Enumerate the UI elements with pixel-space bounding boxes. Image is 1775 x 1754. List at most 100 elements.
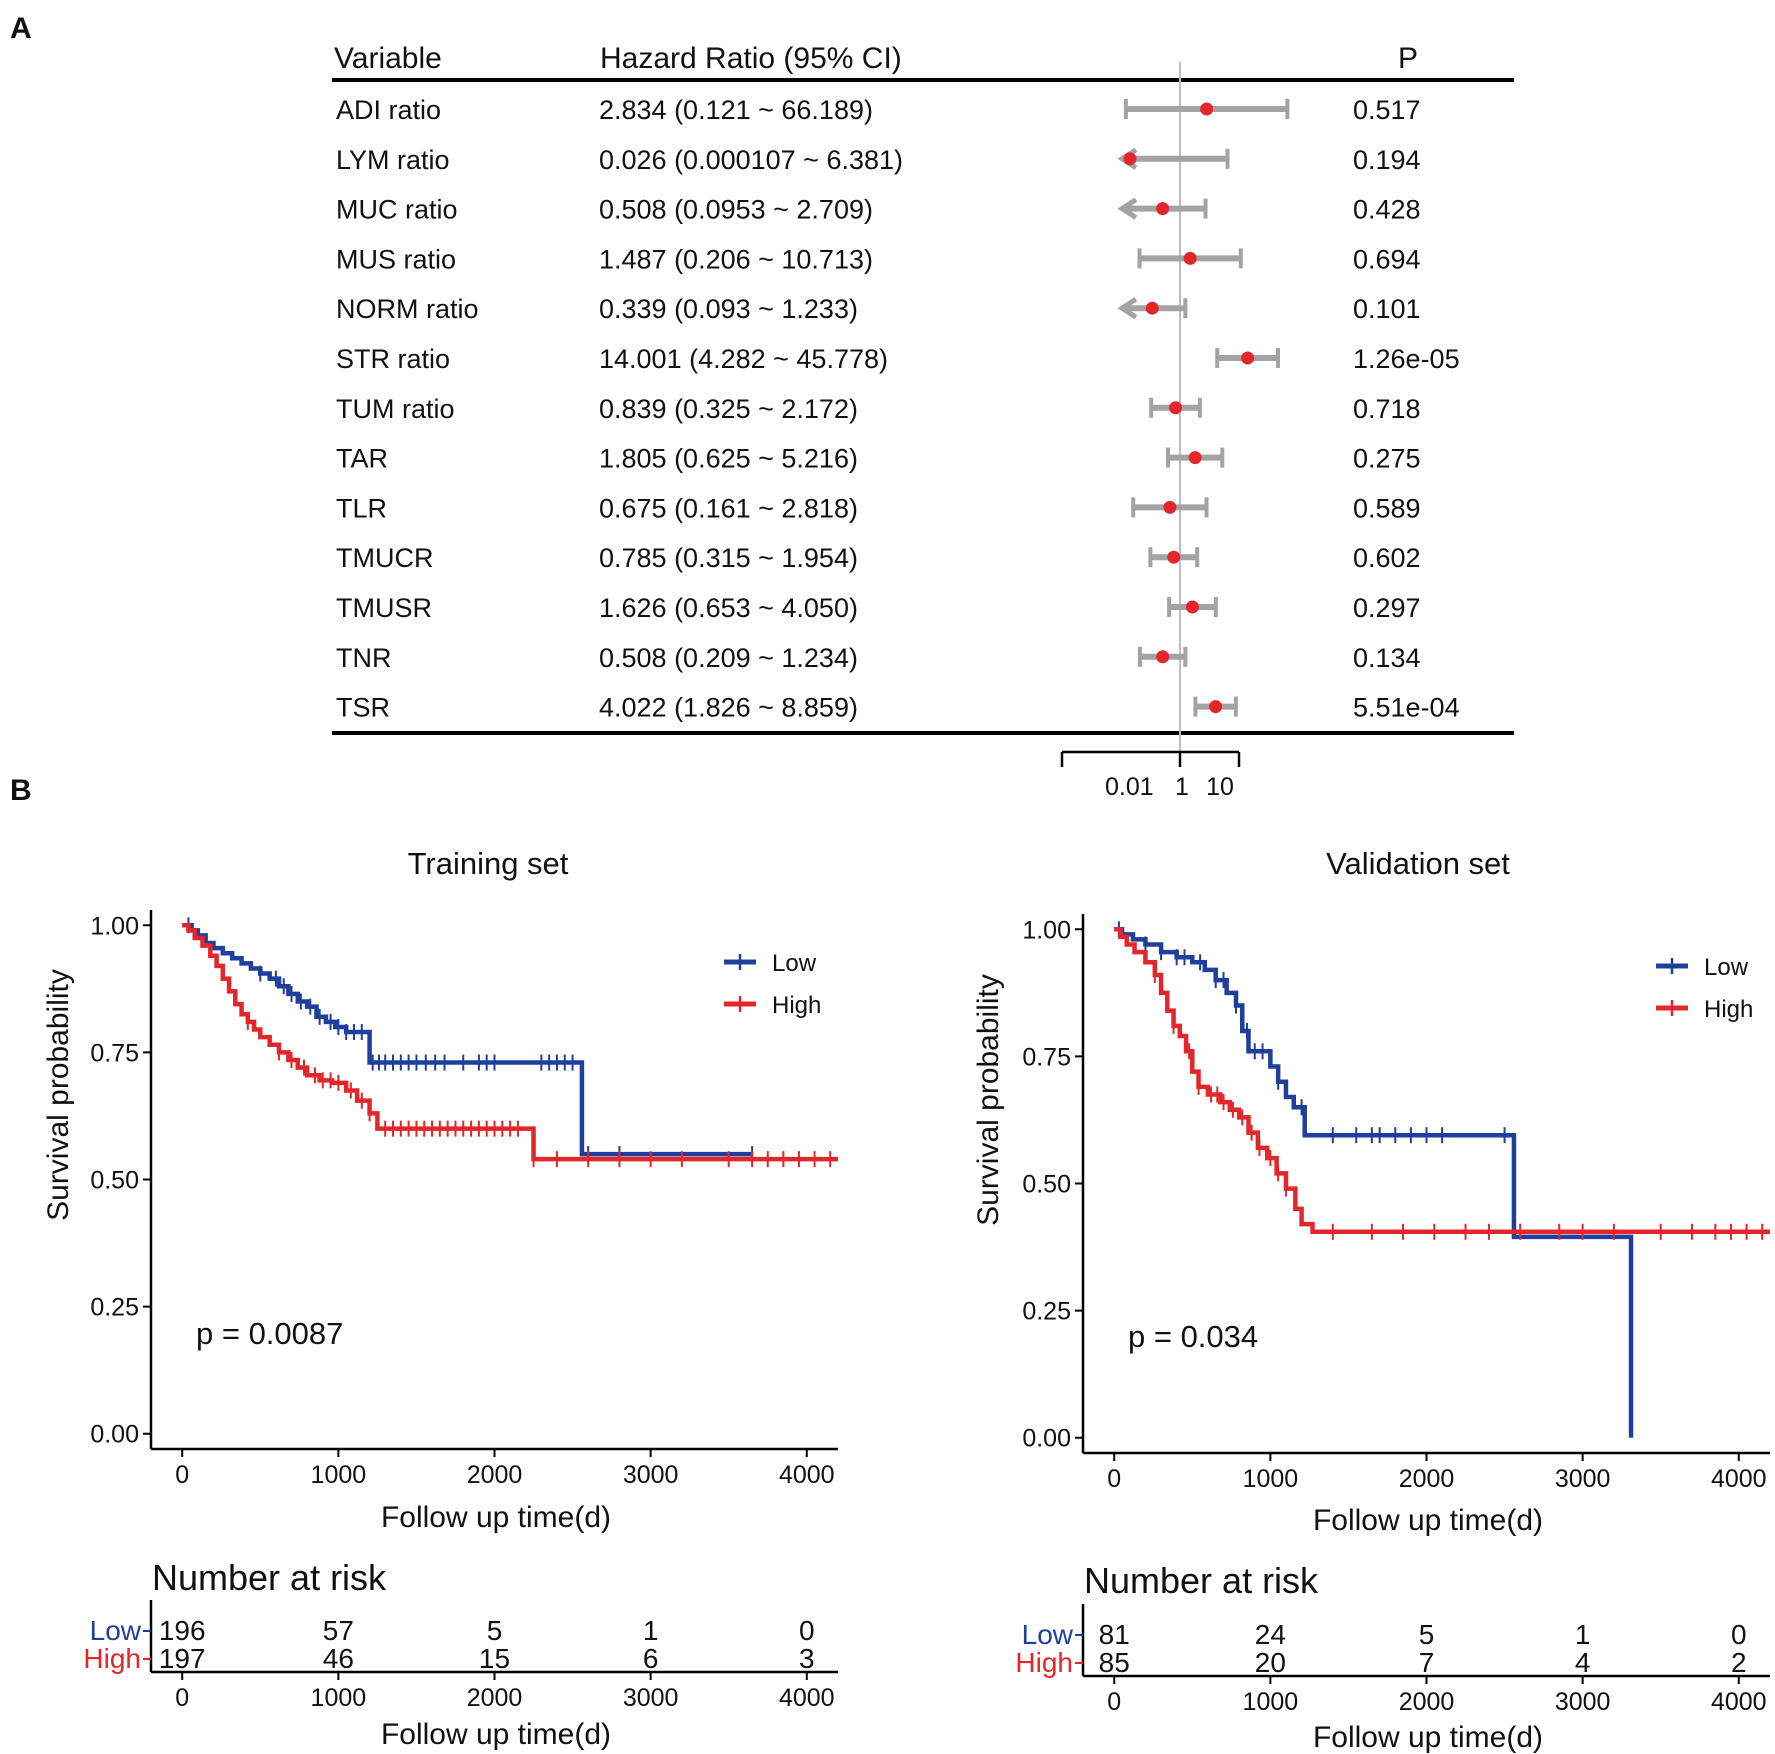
forest-row: STR ratio 14.001 (4.282 ~ 45.778) 1.26e-05 xyxy=(336,344,1460,374)
forest-point xyxy=(1145,301,1159,315)
km-training-pvalue: p = 0.0087 xyxy=(196,1316,343,1351)
forest-x-axis: 0.01 1 10 xyxy=(1060,750,1241,801)
km-curve-low xyxy=(182,923,753,1157)
forest-p-value: 0.517 xyxy=(1353,95,1421,125)
risk-x-tick-label: 0 xyxy=(175,1684,189,1712)
km-y-tick-label: 0.00 xyxy=(1022,1425,1071,1453)
forest-p-value: 0.275 xyxy=(1353,444,1421,474)
forest-hr-text: 0.785 (0.315 ~ 1.954) xyxy=(599,543,858,573)
risk-validation-xlabel: Follow up time(d) xyxy=(1313,1721,1543,1754)
km-validation-pvalue: p = 0.034 xyxy=(1128,1319,1258,1354)
forest-point xyxy=(1167,550,1181,564)
forest-row: LYM ratio 0.026 (0.000107 ~ 6.381) 0.194 xyxy=(336,145,1421,175)
forest-p-value: 0.602 xyxy=(1353,543,1421,573)
km-y-tick-label: 0.25 xyxy=(1022,1298,1071,1326)
km-x-tick-label: 4000 xyxy=(1711,1465,1767,1493)
forest-point xyxy=(1156,650,1170,664)
risk-count: 24 xyxy=(1255,1619,1286,1650)
forest-p-value: 0.694 xyxy=(1353,244,1421,274)
km-validation-plot: 0.00 0.25 0.50 0.75 1.00 0 1000 2000 3000 4000 xyxy=(1022,914,1770,1493)
risk-count: 0 xyxy=(1731,1619,1747,1650)
forest-p-value: 0.297 xyxy=(1353,593,1421,623)
risk-x-tick-label: 3000 xyxy=(623,1684,679,1712)
risk-count: 7 xyxy=(1419,1647,1435,1678)
forest-hr-text: 0.508 (0.0953 ~ 2.709) xyxy=(599,195,873,225)
forest-point xyxy=(1123,152,1137,166)
km-y-tick-label: 1.00 xyxy=(1022,916,1071,944)
risk-count: 6 xyxy=(643,1643,659,1674)
forest-hr-text: 1.626 (0.653 ~ 4.050) xyxy=(599,593,858,623)
km-training-risk-table: Number at risk Follow up time(d) Low 196 5… xyxy=(83,1557,838,1751)
forest-hr-text: 4.022 (1.826 ~ 8.859) xyxy=(599,693,858,723)
km-validation-legend: Low High xyxy=(1656,954,1753,1023)
forest-point xyxy=(1188,451,1202,465)
risk-count: 2 xyxy=(1731,1647,1747,1678)
forest-row: TMUCR 0.785 (0.315 ~ 1.954) 0.602 xyxy=(336,543,1421,573)
forest-p-value: 0.101 xyxy=(1353,294,1421,324)
risk-row-label: Low xyxy=(1022,1619,1074,1650)
legend-low-label: Low xyxy=(1704,954,1749,981)
risk-x-tick-label: 0 xyxy=(1107,1688,1121,1716)
risk-x-tick-label: 4000 xyxy=(779,1684,835,1712)
forest-hr-text: 0.839 (0.325 ~ 2.172) xyxy=(599,394,858,424)
forest-point xyxy=(1163,500,1177,514)
km-y-tick-label: 0.75 xyxy=(90,1039,139,1067)
forest-p-value: 0.428 xyxy=(1353,195,1421,225)
panel-label-b: B xyxy=(10,774,32,807)
forest-variable-label: STR ratio xyxy=(336,344,450,374)
forest-header-hr: Hazard Ratio (95% CI) xyxy=(600,42,902,75)
km-training-title: Training set xyxy=(408,846,569,881)
km-x-tick-label: 2000 xyxy=(467,1461,523,1489)
km-x-tick-label: 3000 xyxy=(1555,1465,1611,1493)
km-training-plot: 0.00 0.25 0.50 0.75 1.00 0 1000 2000 3000 4000 xyxy=(90,910,838,1489)
risk-x-tick-label: 2000 xyxy=(1399,1688,1455,1716)
forest-plot: Variable Hazard Ratio (95% CI) P ADI rat… xyxy=(332,42,1514,801)
forest-variable-label: TSR xyxy=(336,693,390,723)
risk-training-title: Number at risk xyxy=(152,1557,387,1598)
km-validation-risk-table: Number at risk Follow up time(d) Low 81 24… xyxy=(1015,1560,1770,1754)
risk-count: 1 xyxy=(643,1615,659,1646)
risk-row-label: High xyxy=(83,1643,141,1674)
forest-point xyxy=(1185,600,1199,614)
km-x-tick-label: 4000 xyxy=(779,1461,835,1489)
forest-row: ADI ratio 2.834 (0.121 ~ 66.189) 0.517 xyxy=(336,95,1421,125)
km-validation-title: Validation set xyxy=(1326,846,1510,881)
forest-point xyxy=(1156,202,1170,216)
km-x-tick-label: 1000 xyxy=(311,1461,367,1489)
km-x-tick-label: 2000 xyxy=(1399,1465,1455,1493)
risk-count: 46 xyxy=(323,1643,354,1674)
forest-header-p: P xyxy=(1398,42,1418,75)
km-y-tick-label: 0.25 xyxy=(90,1294,139,1322)
forest-ci-arrow xyxy=(1117,297,1138,320)
forest-hr-text: 1.487 (0.206 ~ 10.713) xyxy=(599,244,873,274)
forest-row: NORM ratio 0.339 (0.093 ~ 1.233) 0.101 xyxy=(336,294,1421,324)
risk-count: 197 xyxy=(159,1643,206,1674)
forest-point xyxy=(1200,102,1214,116)
forest-variable-label: TMUSR xyxy=(336,593,432,623)
risk-count: 85 xyxy=(1099,1647,1130,1678)
forest-hr-text: 14.001 (4.282 ~ 45.778) xyxy=(599,344,888,374)
forest-hr-text: 0.508 (0.209 ~ 1.234) xyxy=(599,643,858,673)
forest-row: TMUSR 1.626 (0.653 ~ 4.050) 0.297 xyxy=(336,593,1421,623)
risk-row-label: Low xyxy=(90,1615,142,1646)
km-y-tick-label: 0.00 xyxy=(90,1421,139,1449)
forest-point xyxy=(1169,401,1183,415)
km-x-tick-label: 0 xyxy=(1107,1465,1121,1493)
forest-row: TSR 4.022 (1.826 ~ 8.859) 5.51e-04 xyxy=(336,693,1460,723)
km-validation-xlabel: Follow up time(d) xyxy=(1313,1504,1543,1537)
forest-rows: ADI ratio 2.834 (0.121 ~ 66.189) 0.517 LYM … xyxy=(336,95,1460,723)
forest-tick-label: 1 xyxy=(1175,773,1189,801)
km-curve-high xyxy=(182,923,838,1162)
forest-p-value: 0.589 xyxy=(1353,493,1421,523)
forest-variable-label: TNR xyxy=(336,643,392,673)
km-training-xlabel: Follow up time(d) xyxy=(381,1501,611,1534)
forest-variable-label: TAR xyxy=(336,444,388,474)
forest-variable-label: ADI ratio xyxy=(336,95,441,125)
forest-point xyxy=(1183,251,1197,265)
km-y-tick-label: 0.50 xyxy=(90,1167,139,1195)
forest-row: TUM ratio 0.839 (0.325 ~ 2.172) 0.718 xyxy=(336,394,1421,424)
forest-variable-label: MUC ratio xyxy=(336,195,458,225)
km-training: Training set Survival probability Follow… xyxy=(42,846,838,1751)
forest-hr-text: 0.026 (0.000107 ~ 6.381) xyxy=(599,145,903,175)
forest-tick-label: 10 xyxy=(1206,773,1234,801)
